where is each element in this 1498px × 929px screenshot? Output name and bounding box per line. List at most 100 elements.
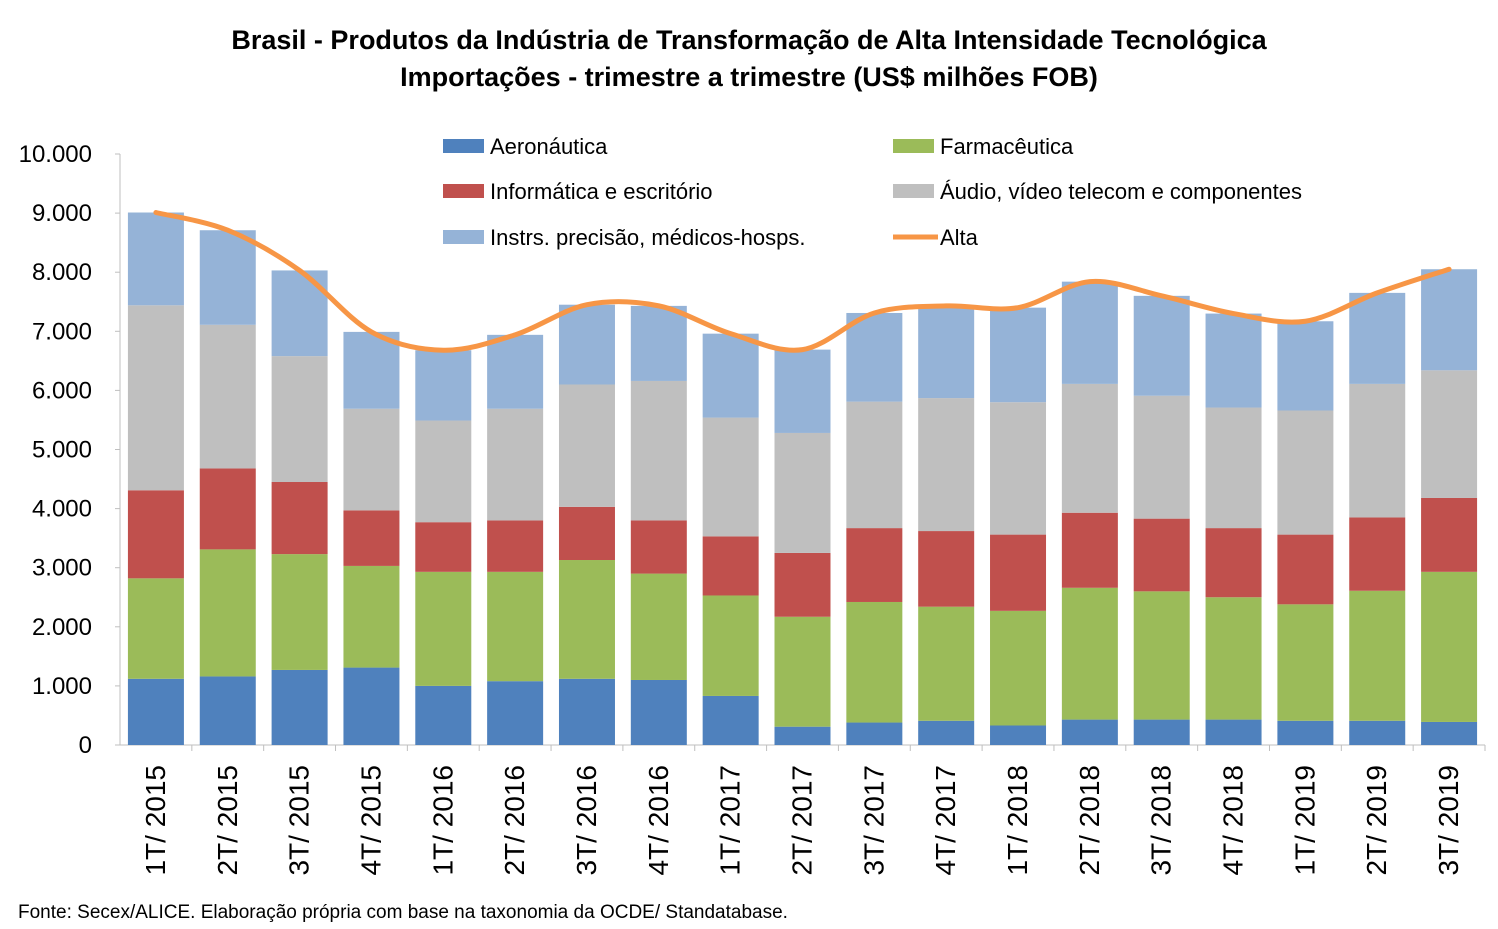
bar-segment-inform-tica-e-escrit-rio (271, 482, 328, 555)
bar-segment-aeron-utica (1277, 720, 1334, 745)
bar-segment-udio-v-deo-telecom-e-componentes (487, 408, 544, 521)
bar-segment-udio-v-deo-telecom-e-componentes (199, 324, 256, 469)
bar-segment-udio-v-deo-telecom-e-componentes (415, 420, 472, 523)
bar-segment-instrs-precis-o-m-dicos-hosps (271, 270, 328, 357)
legend-swatch (443, 184, 484, 198)
bar-segment-farmac-utica (127, 578, 184, 679)
legend-label: Farmacêutica (940, 134, 1074, 159)
legend-label: Áudio, vídeo telecom e componentes (940, 179, 1302, 204)
bar-segment-inform-tica-e-escrit-rio (990, 534, 1047, 611)
bar-segment-farmac-utica (1277, 604, 1334, 721)
x-tick-label: 1T/ 2019 (1289, 765, 1320, 876)
bar-segment-instrs-precis-o-m-dicos-hosps (1421, 269, 1478, 371)
x-tick-label: 4T/ 2015 (355, 765, 386, 876)
bar-segment-udio-v-deo-telecom-e-componentes (1133, 395, 1190, 519)
bar-segment-aeron-utica (846, 722, 903, 745)
chart-title: Brasil - Produtos da Indústria de Transf… (231, 25, 1267, 55)
y-tick-label: 7.000 (32, 318, 92, 345)
bar-segment-farmac-utica (630, 573, 687, 680)
bar-segment-inform-tica-e-escrit-rio (1277, 534, 1334, 605)
bar-segment-aeron-utica (702, 695, 759, 745)
y-tick-label: 8.000 (32, 259, 92, 286)
x-tick-label: 4T/ 2017 (930, 765, 961, 876)
bar-segment-instrs-precis-o-m-dicos-hosps (630, 305, 687, 381)
bar-segment-aeron-utica (1421, 721, 1478, 745)
bar-segment-udio-v-deo-telecom-e-componentes (1277, 410, 1334, 535)
bar-segment-udio-v-deo-telecom-e-componentes (702, 417, 759, 537)
bar-segment-farmac-utica (271, 554, 328, 670)
bar-segment-aeron-utica (343, 667, 400, 745)
y-tick-label: 6.000 (32, 377, 92, 404)
bar-segment-inform-tica-e-escrit-rio (1061, 512, 1118, 588)
x-tick-label: 3T/ 2019 (1433, 765, 1464, 876)
bar-segment-udio-v-deo-telecom-e-componentes (271, 356, 328, 483)
bar-segment-inform-tica-e-escrit-rio (702, 536, 759, 596)
bar-segment-udio-v-deo-telecom-e-componentes (558, 384, 615, 507)
bar-segment-instrs-precis-o-m-dicos-hosps (1205, 313, 1262, 408)
bar-segment-udio-v-deo-telecom-e-componentes (1205, 407, 1262, 529)
x-tick-label: 3T/ 2016 (571, 765, 602, 876)
legend-label: Aeronáutica (490, 134, 608, 159)
x-tick-label: 2T/ 2018 (1074, 765, 1105, 876)
bar-segment-instrs-precis-o-m-dicos-hosps (487, 334, 544, 409)
bar-segment-instrs-precis-o-m-dicos-hosps (774, 349, 831, 433)
bar-segment-udio-v-deo-telecom-e-componentes (1421, 370, 1478, 498)
bar-segment-instrs-precis-o-m-dicos-hosps (990, 307, 1047, 403)
bar-segment-aeron-utica (1133, 719, 1190, 745)
bar-segment-inform-tica-e-escrit-rio (846, 528, 903, 602)
bar-segment-farmac-utica (558, 560, 615, 679)
x-tick-label: 2T/ 2015 (212, 765, 243, 876)
source-note: Fonte: Secex/ALICE. Elaboração própria c… (18, 902, 788, 923)
y-tick-label: 10.000 (19, 141, 92, 168)
x-tick-label: 2T/ 2017 (787, 765, 818, 876)
bar-segment-instrs-precis-o-m-dicos-hosps (702, 333, 759, 418)
y-tick-label: 4.000 (32, 496, 92, 523)
bar-segment-instrs-precis-o-m-dicos-hosps (1133, 295, 1190, 396)
bar-segment-inform-tica-e-escrit-rio (558, 506, 615, 561)
bar-segment-udio-v-deo-telecom-e-componentes (1061, 383, 1118, 513)
bar-segment-farmac-utica (918, 606, 975, 721)
bar-segment-instrs-precis-o-m-dicos-hosps (846, 312, 903, 402)
bar-segment-aeron-utica (1205, 719, 1262, 745)
bar-segment-udio-v-deo-telecom-e-componentes (774, 432, 831, 553)
bar-segment-inform-tica-e-escrit-rio (1205, 528, 1262, 598)
chart-title-block: Brasil - Produtos da Indústria de Transf… (0, 22, 1498, 96)
bar-segment-instrs-precis-o-m-dicos-hosps (343, 331, 400, 409)
bar-segment-instrs-precis-o-m-dicos-hosps (558, 304, 615, 385)
legend-label: Informática e escritório (490, 179, 713, 204)
bar-segment-aeron-utica (630, 679, 687, 745)
y-tick-label: 9.000 (32, 200, 92, 227)
bar-segment-farmac-utica (1133, 591, 1190, 720)
chart-subtitle: Importações - trimestre a trimestre (US$… (400, 62, 1098, 92)
bar-segment-instrs-precis-o-m-dicos-hosps (415, 350, 472, 421)
bar-segment-aeron-utica (127, 678, 184, 745)
y-tick-label: 5.000 (32, 437, 92, 464)
bar-segment-farmac-utica (1205, 597, 1262, 720)
stacked-bar-chart: 0 1.000 2.000 3.000 4.000 5.000 6.000 7.000 8.00… (19, 134, 1486, 876)
bar-segment-farmac-utica (1349, 590, 1406, 721)
bar-segment-instrs-precis-o-m-dicos-hosps (1061, 281, 1118, 384)
bar-segment-udio-v-deo-telecom-e-componentes (343, 408, 400, 511)
bar-segment-aeron-utica (774, 726, 831, 745)
bar-segment-instrs-precis-o-m-dicos-hosps (918, 305, 975, 399)
x-tick-label: 1T/ 2017 (715, 765, 746, 876)
bar-segment-udio-v-deo-telecom-e-componentes (846, 401, 903, 529)
line-series-alta (153, 210, 1452, 353)
x-tick-label: 2T/ 2016 (499, 765, 530, 876)
bar-segment-inform-tica-e-escrit-rio (343, 510, 400, 566)
bar-segment-farmac-utica (990, 610, 1047, 726)
legend-swatch (893, 139, 934, 153)
legend-label: Instrs. precisão, médicos-hosps. (490, 225, 805, 250)
x-tick-label: 2T/ 2019 (1361, 765, 1392, 876)
bar-segment-inform-tica-e-escrit-rio (630, 520, 687, 574)
bar-segment-farmac-utica (343, 565, 400, 668)
bar-segment-inform-tica-e-escrit-rio (1133, 518, 1190, 592)
bar-segment-aeron-utica (990, 725, 1047, 745)
bar-segment-aeron-utica (199, 676, 256, 745)
legend-swatch (893, 184, 934, 198)
bar-segment-inform-tica-e-escrit-rio (415, 522, 472, 572)
bar-segment-inform-tica-e-escrit-rio (127, 490, 184, 579)
legend-label: Alta (940, 225, 979, 250)
bar-segment-aeron-utica (271, 669, 328, 745)
bar-segment-aeron-utica (415, 685, 472, 745)
